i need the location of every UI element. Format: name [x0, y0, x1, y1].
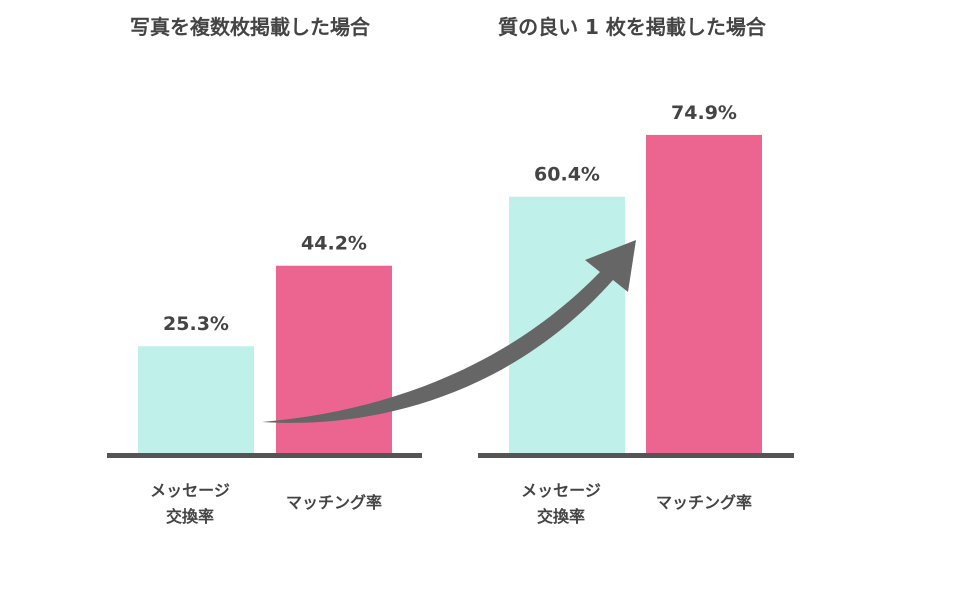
value-label-2-matching-rate: 74.9%	[671, 102, 737, 124]
category-label-2-matching-rate: マッチング率	[656, 493, 752, 512]
baselines-layer	[107, 453, 794, 458]
bar-1-message-exchange-rate	[138, 346, 254, 454]
labels-layer: 25.3% メッセージ交換率 44.2% マッチング率 60.4% メッセージ交換率 74.…	[150, 102, 752, 526]
value-label-1-message-exchange-rate: 25.3%	[163, 313, 229, 335]
chart-title-multiple-photos: 写真を複数枚掲載した場合	[130, 15, 371, 39]
baseline-2	[478, 453, 794, 458]
category-label-1-message-exchange-rate: メッセージ交換率	[150, 481, 230, 526]
bar-2-message-exchange-rate	[509, 196, 625, 455]
category-label-1-matching-rate: マッチング率	[286, 493, 382, 512]
category-label-2-message-exchange-rate: メッセージ交換率	[521, 481, 601, 526]
bar-1-matching-rate	[276, 265, 392, 454]
bar-2-matching-rate	[646, 134, 762, 454]
chart-title-single-quality-photo: 質の良い 1 枚を掲載した場合	[498, 15, 767, 39]
trend-arrow-icon	[262, 240, 636, 423]
value-label-1-matching-rate: 44.2%	[301, 233, 367, 255]
value-label-2-message-exchange-rate: 60.4%	[534, 164, 600, 186]
bars-layer	[138, 134, 762, 455]
baseline-1	[107, 453, 422, 458]
